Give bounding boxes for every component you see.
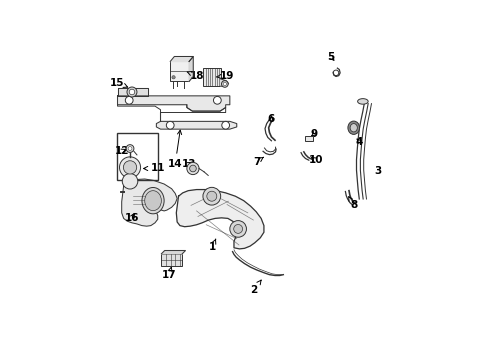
Text: 6: 6 xyxy=(267,114,274,123)
Text: 10: 10 xyxy=(308,155,323,165)
Polygon shape xyxy=(189,57,193,81)
Ellipse shape xyxy=(144,191,161,211)
Text: 17: 17 xyxy=(161,267,176,280)
Polygon shape xyxy=(220,79,228,86)
Circle shape xyxy=(229,221,246,237)
Circle shape xyxy=(127,87,137,97)
Circle shape xyxy=(129,89,135,95)
Text: 19: 19 xyxy=(216,71,234,81)
Text: 7: 7 xyxy=(252,157,263,167)
Text: 2: 2 xyxy=(249,280,261,296)
Text: 13: 13 xyxy=(182,159,196,169)
Text: 15: 15 xyxy=(109,77,127,87)
Ellipse shape xyxy=(142,188,164,214)
Polygon shape xyxy=(170,57,193,62)
Text: 8: 8 xyxy=(348,197,357,210)
Bar xyxy=(117,133,158,180)
Circle shape xyxy=(203,187,220,205)
Text: 3: 3 xyxy=(374,166,381,176)
Circle shape xyxy=(128,147,132,150)
Bar xyxy=(203,68,220,86)
Polygon shape xyxy=(161,251,185,254)
Circle shape xyxy=(189,165,196,172)
Polygon shape xyxy=(117,96,229,111)
Circle shape xyxy=(206,191,216,201)
Text: 12: 12 xyxy=(115,146,129,156)
Circle shape xyxy=(166,121,174,129)
Text: 4: 4 xyxy=(355,136,362,147)
Ellipse shape xyxy=(347,121,359,134)
Text: 1: 1 xyxy=(208,239,216,252)
Bar xyxy=(304,136,312,141)
Polygon shape xyxy=(117,88,148,96)
Circle shape xyxy=(213,96,221,104)
Circle shape xyxy=(223,82,226,86)
Polygon shape xyxy=(122,179,177,226)
Ellipse shape xyxy=(349,123,357,132)
Polygon shape xyxy=(156,112,236,129)
Circle shape xyxy=(186,162,199,175)
Circle shape xyxy=(126,145,134,152)
Text: 16: 16 xyxy=(124,213,139,223)
Text: 14: 14 xyxy=(167,130,182,169)
Bar xyxy=(161,254,182,266)
Polygon shape xyxy=(176,190,264,249)
Circle shape xyxy=(222,121,229,129)
Circle shape xyxy=(119,157,140,178)
Text: 11: 11 xyxy=(143,163,164,174)
Text: 18: 18 xyxy=(187,71,204,81)
Circle shape xyxy=(233,225,242,233)
Circle shape xyxy=(221,81,228,87)
Text: 9: 9 xyxy=(309,129,317,139)
Ellipse shape xyxy=(357,99,367,104)
Circle shape xyxy=(125,96,133,104)
Circle shape xyxy=(123,161,137,174)
Circle shape xyxy=(122,174,138,189)
Circle shape xyxy=(172,76,175,79)
Bar xyxy=(170,62,189,81)
Text: 5: 5 xyxy=(326,52,334,62)
